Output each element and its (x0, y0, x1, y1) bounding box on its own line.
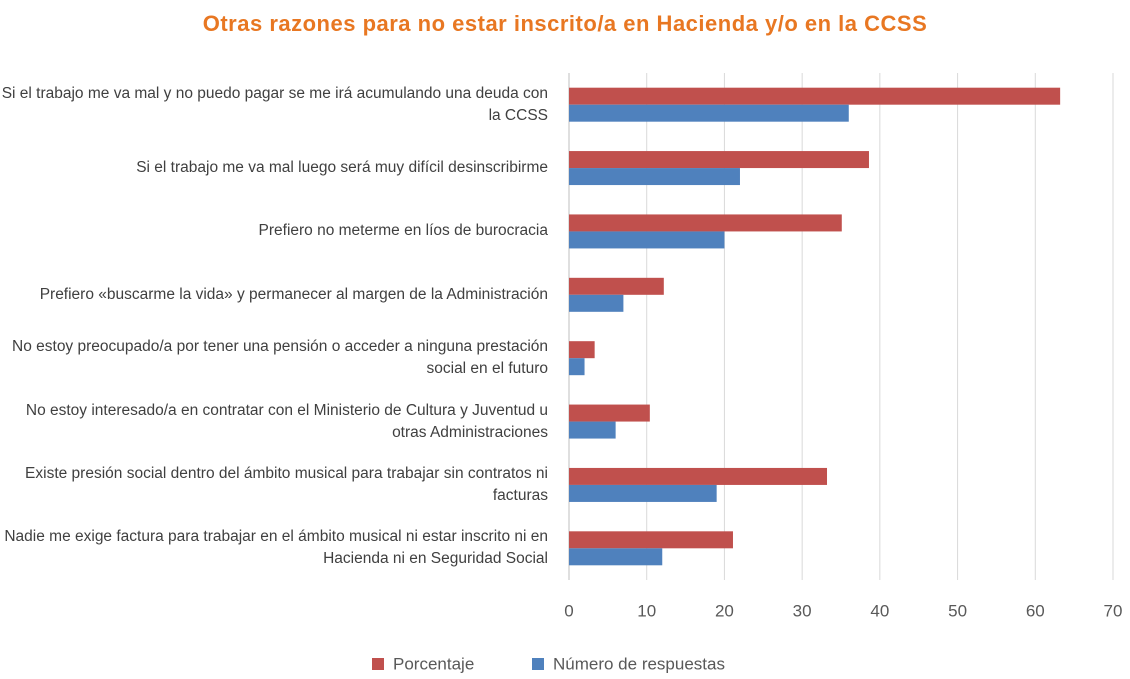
bar (569, 294, 624, 312)
legend-label: Porcentaje (393, 654, 474, 673)
bar (569, 404, 650, 422)
x-tick-label: 20 (715, 601, 734, 620)
bar (569, 231, 725, 249)
legend-label: Número de respuestas (553, 654, 725, 673)
x-tick-label: 30 (793, 601, 812, 620)
y-tick-label: Si el trabajo me va mal luego será muy d… (136, 159, 548, 177)
bar (569, 277, 664, 295)
legend-swatch (372, 658, 384, 670)
bar (569, 358, 585, 376)
bar (569, 484, 717, 502)
y-tick-label: Nadie me exige factura para trabajar en … (4, 528, 548, 568)
y-tick-label: No estoy interesado/a en contratar con e… (25, 401, 548, 441)
x-tick-label: 70 (1104, 601, 1123, 620)
y-tick-label: Existe presión social dentro del ámbito … (25, 464, 548, 504)
y-tick-label: Prefiero no meterme en líos de burocraci… (258, 222, 548, 240)
bar (569, 467, 828, 485)
bar (569, 87, 1061, 105)
bar (569, 168, 740, 186)
y-tick-label: No estoy preocupado/a por tener una pens… (12, 338, 548, 378)
bar (569, 151, 869, 169)
x-tick-label: 0 (564, 601, 573, 620)
y-tick-label: Si el trabajo me va mal y no puedo pagar… (1, 84, 548, 124)
bar (569, 421, 616, 439)
bar (569, 531, 733, 549)
bar (569, 341, 595, 359)
x-tick-label: 10 (637, 601, 656, 620)
y-tick-label: Prefiero «buscarme la vida» y permanecer… (39, 285, 548, 303)
chart-title: Otras razones para no estar inscrito/a e… (203, 11, 928, 36)
bar (569, 104, 849, 122)
x-tick-label: 60 (1026, 601, 1045, 620)
bar (569, 214, 842, 232)
x-tick-label: 40 (870, 601, 889, 620)
legend-swatch (532, 658, 544, 670)
bar (569, 548, 663, 566)
x-tick-label: 50 (948, 601, 967, 620)
